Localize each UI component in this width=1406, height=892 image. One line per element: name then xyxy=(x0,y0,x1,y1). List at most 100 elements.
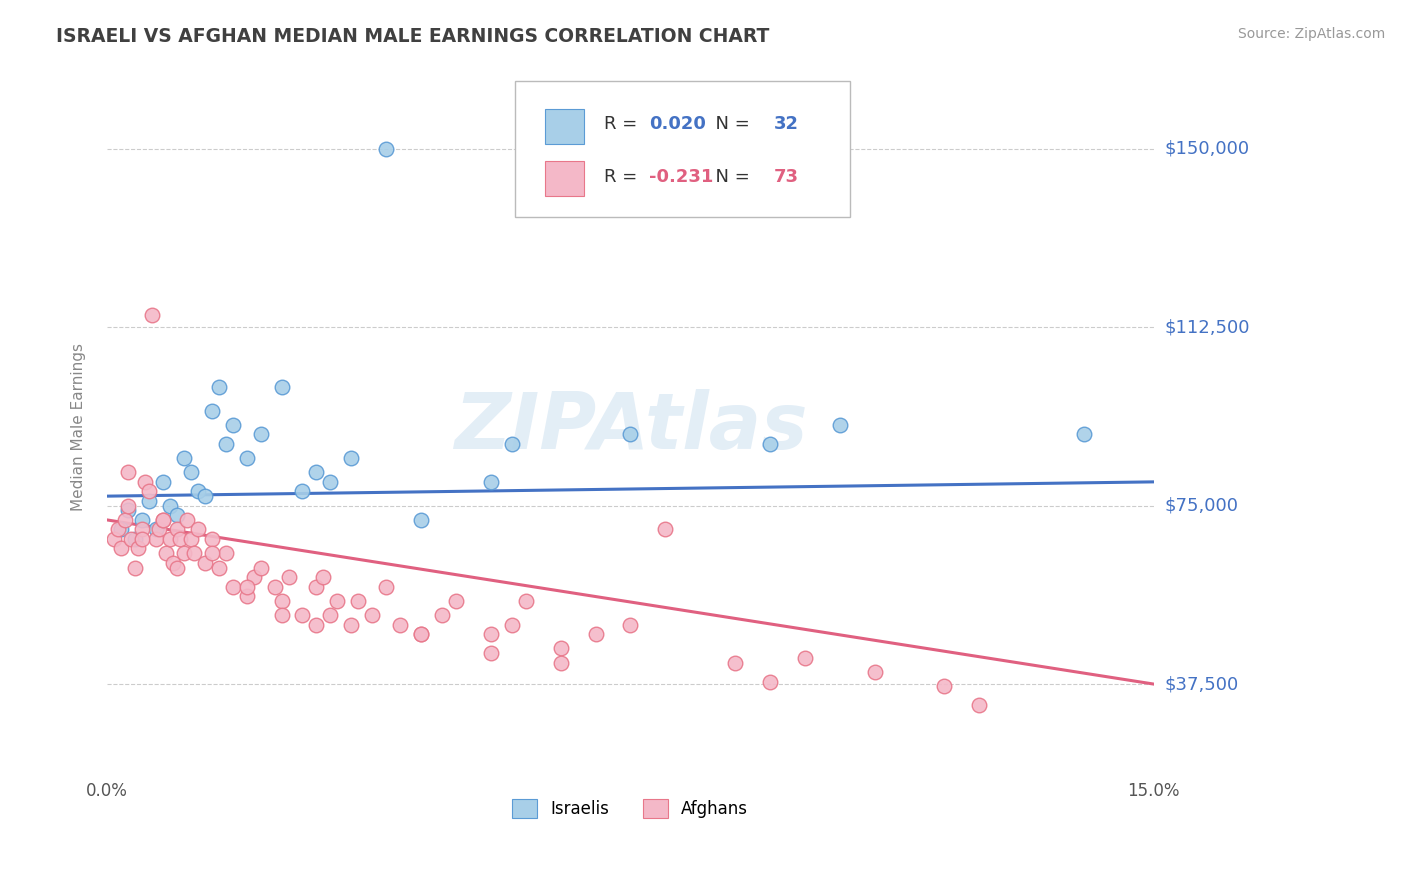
Text: $112,500: $112,500 xyxy=(1166,318,1250,336)
Point xyxy=(479,475,502,489)
Text: $37,500: $37,500 xyxy=(1166,675,1239,693)
Point xyxy=(131,532,153,546)
Point xyxy=(117,499,139,513)
Text: 32: 32 xyxy=(773,115,799,133)
Point xyxy=(121,532,143,546)
Point xyxy=(934,680,956,694)
FancyBboxPatch shape xyxy=(515,81,851,218)
Point xyxy=(654,523,676,537)
Point xyxy=(793,651,815,665)
Point xyxy=(221,417,243,432)
Point xyxy=(215,546,238,560)
Text: R =: R = xyxy=(605,115,644,133)
Point xyxy=(375,580,398,594)
Point xyxy=(759,674,782,689)
Point xyxy=(444,594,467,608)
Point xyxy=(141,309,163,323)
Point xyxy=(145,523,167,537)
Point xyxy=(131,523,153,537)
Point xyxy=(187,523,209,537)
Point xyxy=(155,546,177,560)
Point xyxy=(305,466,328,480)
Point xyxy=(389,617,412,632)
Point xyxy=(208,560,231,574)
Point xyxy=(145,532,167,546)
Point xyxy=(180,532,202,546)
Point xyxy=(169,532,191,546)
Point xyxy=(242,570,264,584)
Point xyxy=(263,580,285,594)
Point xyxy=(152,513,174,527)
Point xyxy=(969,698,991,713)
Point xyxy=(340,451,363,466)
Point xyxy=(235,451,257,466)
Point xyxy=(312,570,335,584)
Point xyxy=(187,484,209,499)
Point xyxy=(479,646,502,660)
Point xyxy=(249,560,271,574)
Point xyxy=(162,556,184,570)
Point xyxy=(107,523,129,537)
Point xyxy=(619,427,641,442)
Point xyxy=(159,499,181,513)
Point xyxy=(863,665,886,680)
Point xyxy=(249,427,271,442)
Text: R =: R = xyxy=(605,168,644,186)
Text: N =: N = xyxy=(703,115,755,133)
Point xyxy=(361,608,384,623)
Point xyxy=(340,617,363,632)
Bar xyxy=(544,109,585,144)
Point xyxy=(347,594,370,608)
Point xyxy=(152,513,174,527)
Point xyxy=(305,617,328,632)
Point xyxy=(270,380,292,394)
Point xyxy=(270,594,292,608)
Text: 0.020: 0.020 xyxy=(650,115,706,133)
Text: Source: ZipAtlas.com: Source: ZipAtlas.com xyxy=(1237,27,1385,41)
Point xyxy=(430,608,453,623)
Text: N =: N = xyxy=(703,168,755,186)
Point xyxy=(166,560,188,574)
Point xyxy=(550,641,572,656)
Text: ZIPAtlas: ZIPAtlas xyxy=(454,389,807,465)
Point xyxy=(173,546,195,560)
Point xyxy=(235,580,257,594)
Point xyxy=(550,656,572,670)
Point xyxy=(501,617,523,632)
Point xyxy=(152,475,174,489)
Point xyxy=(1073,427,1095,442)
Point xyxy=(114,513,136,527)
Point xyxy=(501,437,523,451)
Point xyxy=(117,503,139,517)
Point xyxy=(166,523,188,537)
Point xyxy=(585,627,607,641)
Point xyxy=(124,560,146,574)
Point xyxy=(270,608,292,623)
Point xyxy=(828,417,851,432)
Point xyxy=(291,484,314,499)
Point xyxy=(326,594,349,608)
Point xyxy=(515,594,537,608)
Point xyxy=(277,570,299,584)
Point xyxy=(183,546,205,560)
Point xyxy=(134,475,156,489)
Point xyxy=(208,380,231,394)
Point xyxy=(375,142,398,156)
Point xyxy=(180,466,202,480)
Point xyxy=(479,627,502,641)
Point xyxy=(201,546,224,560)
Point xyxy=(176,513,198,527)
Point xyxy=(409,627,432,641)
Text: 73: 73 xyxy=(773,168,799,186)
Point xyxy=(110,523,132,537)
Text: $150,000: $150,000 xyxy=(1166,140,1250,158)
Text: $75,000: $75,000 xyxy=(1166,497,1239,515)
Bar xyxy=(544,161,585,196)
Point xyxy=(110,541,132,556)
Y-axis label: Median Male Earnings: Median Male Earnings xyxy=(72,343,86,511)
Point xyxy=(215,437,238,451)
Point xyxy=(201,532,224,546)
Point xyxy=(138,484,160,499)
Point xyxy=(759,437,782,451)
Point xyxy=(319,475,342,489)
